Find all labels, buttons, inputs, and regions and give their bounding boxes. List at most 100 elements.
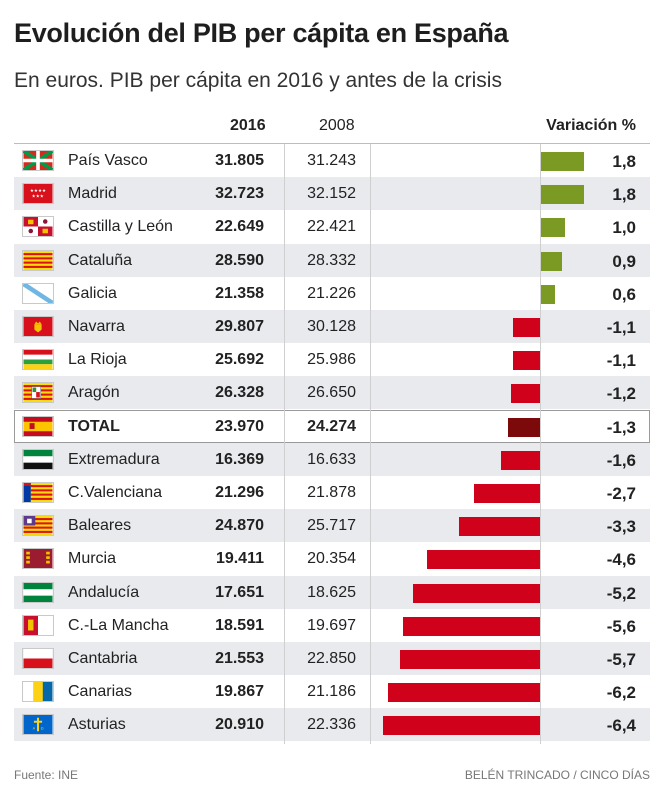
pais-vasco-flag-icon [22,149,54,172]
table-row: C.-La Mancha 18.591 19.697 -5,6 [14,609,650,642]
table-row: País Vasco 31.805 31.243 1,8 [14,144,650,177]
value-2016: 21.296 [215,484,264,501]
value-2016: 25.692 [215,351,264,369]
value-2016: 28.590 [215,251,264,269]
credit-note: BELÉN TRINCADO / CINCO DÍAS [464,768,650,782]
cataluna-flag-icon [22,249,54,271]
value-2008: 22.850 [307,650,356,667]
madrid-flag-icon: ★★★★ ★★★ [22,183,54,205]
murcia-flag-icon [22,548,54,570]
variation-bar [540,284,555,304]
canarias-flag-icon [22,681,54,703]
region-name: C.Valenciana [68,484,162,501]
variation-bar [513,351,540,371]
variation-label: -6,2 [606,683,636,703]
variation-bar [383,716,540,736]
value-2016: 19.411 [215,550,264,568]
region-name: Extremadura [68,450,160,468]
variation-label: -1,1 [606,318,636,337]
value-2008: 21.226 [307,284,356,302]
column-header-2016: 2016 [230,117,266,134]
value-2016: 22.649 [215,218,264,236]
la-rioja-flag-icon [22,349,54,371]
variation-label: -1,3 [606,417,636,437]
variation-bar [540,152,585,171]
region-name: Baleares [68,517,132,535]
espana-flag-icon [22,415,54,437]
region-name: Cataluña [68,251,133,269]
column-divider [370,144,371,744]
value-2008: 26.650 [307,384,356,402]
value-2008: 25.717 [307,517,356,535]
variation-label: -5,6 [606,616,636,636]
table-row: C.Valenciana 21.296 21.878 -2,7 [14,476,650,509]
table-row: Aragón 26.328 26.650 -1,2 [14,376,650,410]
header-rule [14,143,650,144]
region-name: Murcia [68,550,117,568]
region-name: Galicia [68,284,117,302]
value-2008: 32.152 [307,185,356,203]
column-header-variation: Variación % [546,117,636,134]
svg-text:★★★★: ★★★★ [30,188,46,194]
value-2008: 28.332 [307,251,356,269]
aragon-flag-icon [22,382,54,404]
variation-label: 1,0 [612,218,636,238]
table-row: Canarias 19.867 21.186 -6,2 [14,675,650,708]
value-2016: 32.723 [215,185,264,203]
region-name: Castilla y León [68,218,173,236]
galicia-flag-icon [22,281,54,305]
table-row: Cantabria 21.553 22.850 -5,7 [14,642,650,675]
variation-bar [510,384,540,404]
zero-axis-line [540,144,541,744]
variation-label: -3,3 [606,517,636,537]
value-2016: 16.369 [215,450,264,468]
variation-bar [402,616,540,636]
table-row: A Ω Asturias 20.910 22.336 -6,4 [14,708,650,742]
variation-bar [473,484,540,503]
variation-bar [513,318,540,337]
value-2008: 21.878 [307,484,356,501]
value-2008: 19.697 [307,616,356,634]
variation-label: 1,8 [612,185,636,205]
extremadura-flag-icon [22,448,54,470]
castilla-leon-flag-icon [22,216,54,238]
value-2016: 21.358 [215,284,264,302]
region-name: Asturias [68,716,126,734]
value-2008: 22.336 [307,716,356,734]
region-name: La Rioja [68,351,127,369]
value-2016: 26.328 [215,384,264,402]
table-row-total: TOTAL 23.970 24.274 -1,3 [14,409,650,443]
svg-text:Ω: Ω [41,727,44,731]
navarra-flag-icon [22,316,54,337]
value-2008: 21.186 [307,683,356,701]
variation-bar [540,185,585,205]
c-la-mancha-flag-icon [22,614,54,636]
column-divider [284,144,285,744]
variation-label: -5,7 [606,650,636,669]
table-row: Navarra 29.807 30.128 -1,1 [14,310,650,343]
value-2016: 24.870 [215,517,264,535]
variation-bar [388,683,540,703]
chart-title: Evolución del PIB per cápita en España [14,18,509,48]
region-name: País Vasco [68,152,148,169]
region-name: Navarra [68,318,125,335]
value-2016: 17.651 [215,583,264,601]
variation-bar [427,550,540,570]
variation-bar [459,517,540,537]
value-2016: 31.805 [215,152,264,169]
andalucia-flag-icon [22,581,54,603]
value-2008: 30.128 [307,318,356,335]
c-valenciana-flag-icon [22,482,54,503]
variation-label: -1,2 [606,384,636,404]
column-header-2008: 2008 [319,117,355,134]
variation-label: 1,8 [612,152,636,171]
value-2016: 18.591 [215,616,264,634]
variation-label: -1,1 [606,351,636,371]
value-2008: 18.625 [307,583,356,601]
value-2008: 16.633 [307,450,356,468]
baleares-flag-icon [22,515,54,537]
value-2016: 29.807 [215,318,264,335]
region-name: Aragón [68,384,120,402]
